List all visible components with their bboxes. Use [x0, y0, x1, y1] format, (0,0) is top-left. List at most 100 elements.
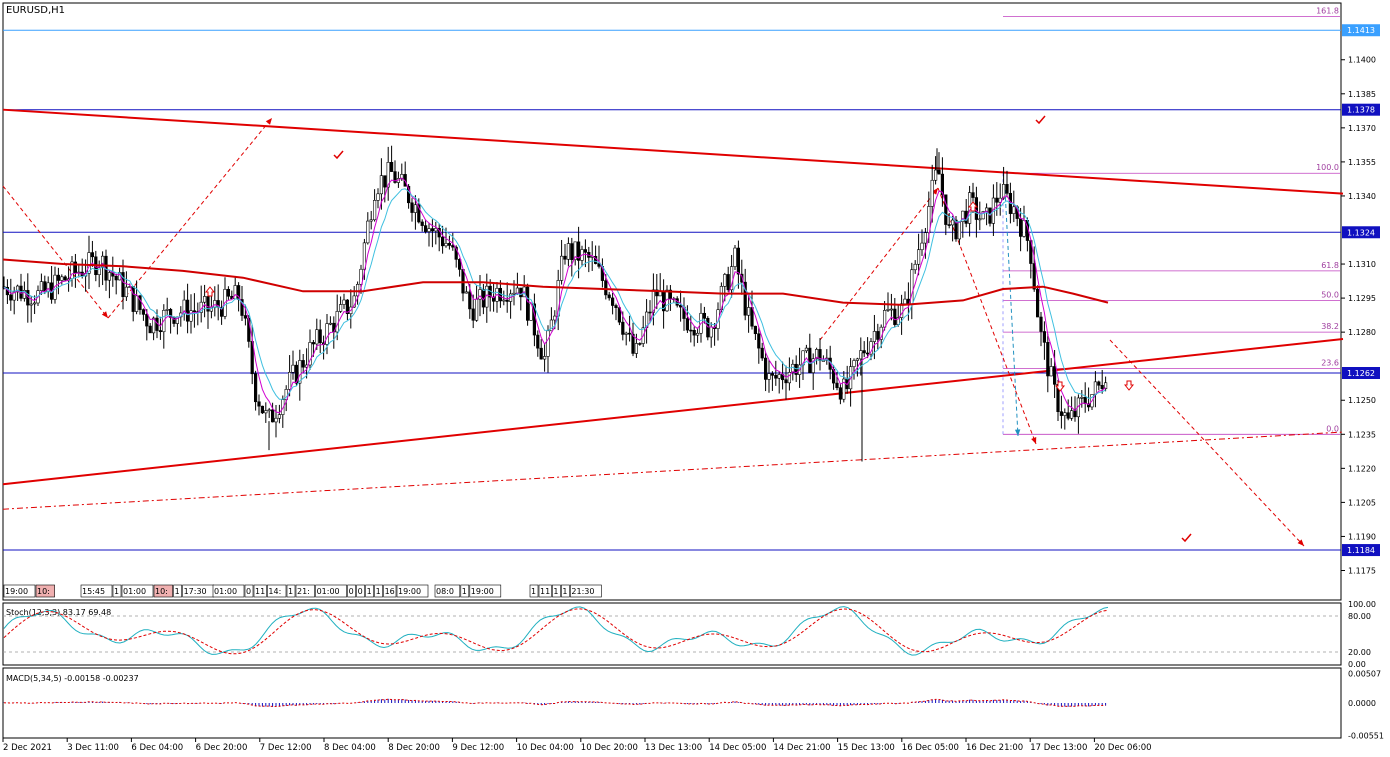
- candle-body: [695, 332, 700, 336]
- candle-body: [770, 373, 774, 376]
- candle-body: [638, 343, 642, 345]
- candle-body: [903, 298, 907, 305]
- candle-body: [318, 329, 322, 344]
- time-marker-label: 0: [246, 587, 251, 596]
- price-tick-label: 1.1295: [1348, 294, 1376, 303]
- time-marker-label: 11: [255, 587, 265, 596]
- time-marker-label: 11: [540, 587, 550, 596]
- candle-body: [338, 304, 343, 312]
- candle-body: [464, 291, 469, 294]
- time-marker-label: 10:: [37, 587, 50, 596]
- projection-line: [937, 187, 1037, 445]
- candle-body: [213, 300, 217, 308]
- candle-body: [865, 352, 870, 355]
- candle-body: [315, 329, 319, 345]
- candle-body: [855, 358, 859, 361]
- candle-body: [121, 272, 125, 298]
- time-marker-label: 01:00: [214, 587, 237, 596]
- price-label-box: [1342, 367, 1380, 380]
- candle-body: [277, 414, 282, 419]
- price-label-text: 1.1378: [1347, 106, 1375, 115]
- fib-level-label: 100.0: [1316, 163, 1339, 172]
- trendline: [2, 337, 1344, 486]
- time-tick-label: 10 Dec 20:00: [581, 743, 638, 753]
- time-marker-box: [212, 584, 245, 598]
- candle-body: [345, 299, 350, 315]
- time-marker-label: 19:00: [5, 587, 28, 596]
- arrow-head: [931, 188, 938, 195]
- candle-body: [920, 242, 924, 251]
- price-tick-label: 1.1205: [1348, 498, 1376, 507]
- time-marker-label: 08:0: [436, 587, 454, 596]
- ema-slow-line: [3, 188, 1106, 400]
- time-tick-label: 14 Dec 05:00: [709, 743, 766, 753]
- time-marker-label: 1: [562, 587, 567, 596]
- time-marker-box: [347, 584, 356, 598]
- candle-body: [240, 299, 244, 316]
- candle-body: [957, 221, 961, 240]
- time-marker-box: [396, 584, 429, 598]
- candle-body: [549, 319, 553, 332]
- candle-body: [101, 255, 105, 268]
- time-marker-label: 0: [349, 587, 354, 596]
- candle-body: [505, 299, 509, 302]
- time-marker-box: [315, 584, 347, 598]
- time-marker-label: 1: [175, 587, 180, 596]
- arrow-head: [1031, 437, 1037, 444]
- trendline: [2, 108, 1344, 195]
- time-marker-label: 19:00: [471, 587, 494, 596]
- chart-markers: [204, 115, 1192, 543]
- time-marker-label: 1: [462, 587, 467, 596]
- candle-body: [135, 295, 139, 312]
- candle-body: [1001, 184, 1006, 199]
- projection-line: [107, 117, 273, 319]
- time-marker-box: [80, 584, 113, 598]
- time-marker-label: 1: [376, 587, 381, 596]
- candle-body: [542, 356, 547, 360]
- candle-body: [774, 375, 778, 379]
- candle-body: [519, 287, 523, 298]
- macd-panel-border: [2, 667, 1342, 739]
- candle-body: [995, 197, 999, 203]
- arrow-head: [101, 311, 108, 318]
- time-marker-box: [267, 584, 287, 598]
- candle-body: [1104, 382, 1108, 389]
- candle-body: [808, 347, 812, 373]
- candle-body: [923, 232, 927, 244]
- candle-body: [9, 294, 13, 301]
- candle-body: [29, 303, 33, 306]
- candle-body: [607, 294, 611, 299]
- candle-body: [471, 308, 475, 321]
- candle-body: [689, 329, 693, 332]
- candle-body: [393, 171, 397, 183]
- time-tick-label: 10 Dec 04:00: [517, 743, 574, 753]
- candle-body: [889, 308, 893, 311]
- candle-body: [372, 200, 377, 221]
- time-tick-label: 6 Dec 04:00: [131, 743, 183, 753]
- candle-body: [627, 332, 632, 335]
- candle-body: [784, 379, 788, 384]
- trendline: [2, 431, 1344, 510]
- candle-body: [811, 358, 815, 373]
- fib-level-label: 50.0: [1321, 290, 1339, 299]
- projection-arrows: [2, 117, 1305, 547]
- candle-body: [621, 321, 625, 335]
- candle-body: [152, 317, 156, 334]
- fib-level-label: 0.0: [1326, 424, 1339, 433]
- candle-body: [243, 315, 248, 319]
- candle-body: [311, 342, 316, 345]
- price-label-box: [1342, 24, 1380, 37]
- candle-body: [447, 243, 452, 246]
- candle-body: [260, 405, 265, 414]
- candle-body: [893, 308, 897, 325]
- candle-body: [308, 342, 312, 366]
- arrow-head: [1297, 539, 1304, 546]
- candle-body: [757, 333, 761, 349]
- candle-body: [32, 302, 37, 305]
- price-tick-label: 1.1235: [1348, 430, 1376, 439]
- stoch-level-label: 80.00: [1348, 612, 1371, 621]
- candle-body: [899, 303, 904, 318]
- candle-body: [886, 309, 890, 311]
